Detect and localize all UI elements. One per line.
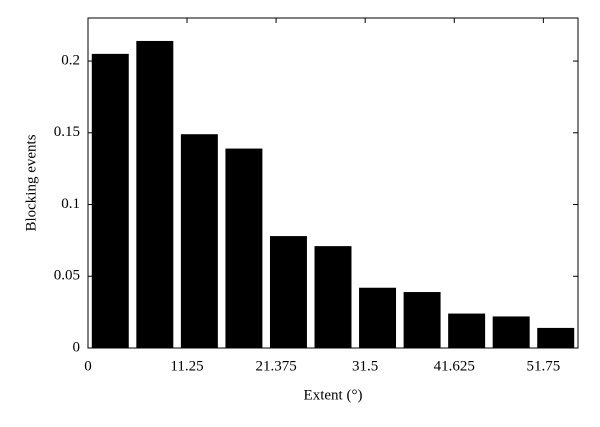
y-axis-label: Blocking events bbox=[23, 134, 39, 231]
y-tick-label: 0 bbox=[73, 339, 81, 355]
bar bbox=[403, 292, 441, 348]
y-tick-label: 0.2 bbox=[61, 52, 80, 68]
x-tick-label: 31.5 bbox=[352, 358, 378, 374]
bar bbox=[225, 148, 263, 348]
bar bbox=[180, 134, 218, 348]
x-axis-label: Extent (°) bbox=[304, 387, 363, 403]
x-tick-label: 0 bbox=[84, 358, 92, 374]
y-tick-label: 0.1 bbox=[61, 196, 80, 212]
plot-frame bbox=[87, 17, 579, 349]
bar bbox=[314, 246, 352, 348]
bar bbox=[448, 313, 486, 348]
bar bbox=[537, 327, 575, 348]
y-tick-label: 0.05 bbox=[54, 268, 80, 284]
x-tick-label: 21.375 bbox=[255, 358, 296, 374]
x-tick-label: 51.75 bbox=[526, 358, 560, 374]
y-tick-label: 0.15 bbox=[54, 124, 80, 140]
x-tick-label: 11.25 bbox=[170, 358, 203, 374]
bar bbox=[269, 236, 307, 348]
x-tick-label: 41.625 bbox=[434, 358, 475, 374]
bar bbox=[136, 40, 174, 349]
bar bbox=[492, 316, 530, 348]
bar bbox=[91, 53, 129, 348]
bar bbox=[359, 287, 397, 348]
